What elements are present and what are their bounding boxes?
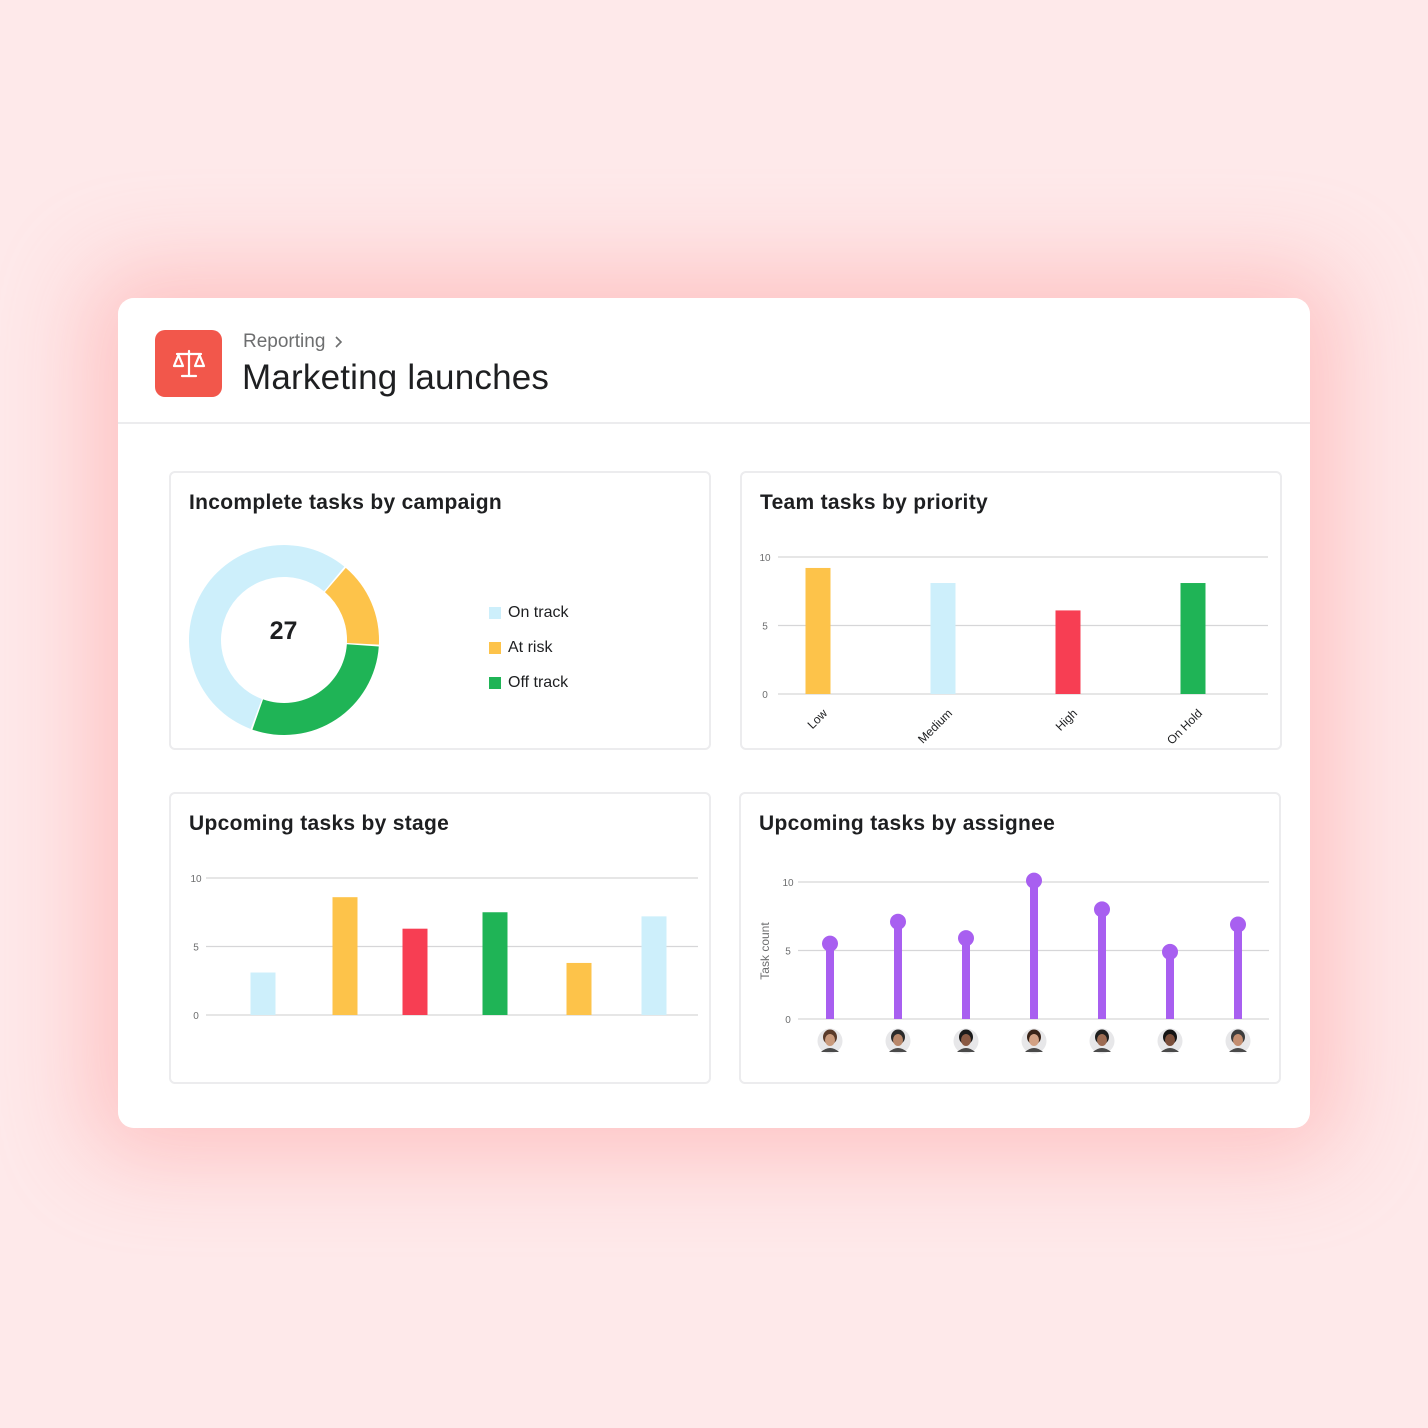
assignee-avatar[interactable] — [1157, 1028, 1183, 1054]
y-tick-label: 5 — [762, 622, 768, 633]
donut-slice-at-risk — [324, 567, 379, 645]
bar — [641, 916, 667, 1015]
page-title: Marketing launches — [242, 358, 550, 397]
donut-slice-off-track — [252, 644, 379, 735]
avatar-shoulders — [1161, 1048, 1179, 1052]
lollipop-dot — [1230, 916, 1246, 933]
bar — [805, 567, 831, 694]
assignee-avatar[interactable] — [885, 1028, 911, 1054]
page-header: Reporting Marketing launches — [118, 298, 1310, 424]
legend-label: At risk — [508, 638, 553, 656]
avatar-face — [1029, 1034, 1039, 1046]
donut-chart — [189, 545, 379, 735]
x-category-label: Medium — [915, 706, 955, 746]
assignee-avatar[interactable] — [953, 1028, 979, 1054]
legend-label: On track — [508, 603, 569, 621]
legend-item-on-track: On track — [489, 595, 568, 630]
y-tick-label: 5 — [193, 943, 199, 954]
lollipop-stem — [1234, 924, 1242, 1019]
assignee-avatar[interactable] — [817, 1028, 843, 1054]
lollipop-dot — [1162, 943, 1178, 960]
avatar-face — [893, 1034, 903, 1046]
avatar-shoulders — [889, 1048, 907, 1052]
assignee-avatar[interactable] — [1089, 1028, 1115, 1054]
y-tick-label: 10 — [190, 874, 202, 885]
bar — [332, 897, 358, 1015]
donut-slice-on-track — [189, 545, 345, 729]
avatar-shoulders — [1229, 1048, 1247, 1052]
x-category-label: Low — [805, 706, 831, 732]
upcoming-tasks-by-assignee-card[interactable]: Upcoming tasks by assignee 0 5 10 Task coun… — [739, 792, 1281, 1084]
lollipop-stem — [1030, 880, 1038, 1019]
card-title: Upcoming tasks by stage — [189, 812, 450, 835]
bar — [566, 962, 592, 1015]
priority-bar-chart: 0 5 10 Low Medium High On Hold — [759, 553, 1268, 747]
stage-bar-chart: 0 5 10 — [190, 874, 698, 1022]
chevron-right-icon — [333, 335, 343, 349]
lollipop-dot — [822, 935, 838, 952]
lollipop-stem — [1098, 909, 1106, 1019]
y-tick-label: 10 — [782, 878, 794, 889]
upcoming-tasks-by-stage-card[interactable]: Upcoming tasks by stage 0 5 10 — [169, 792, 711, 1084]
bar — [1180, 583, 1206, 694]
avatar-face — [1097, 1034, 1107, 1046]
team-tasks-by-priority-card[interactable]: Team tasks by priority 0 5 10 Low Medium High… — [740, 471, 1282, 750]
avatar-face — [1233, 1034, 1243, 1046]
lollipop-dot — [1094, 901, 1110, 918]
legend-swatch — [489, 676, 501, 689]
y-tick-label: 0 — [762, 690, 768, 701]
avatar-face — [825, 1034, 835, 1046]
bar — [930, 583, 956, 694]
assignee-avatar[interactable] — [1225, 1028, 1251, 1054]
avatar-shoulders — [957, 1048, 975, 1052]
bar — [250, 972, 276, 1015]
assignee-avatar[interactable] — [1021, 1028, 1047, 1054]
lollipop-dot — [890, 913, 906, 930]
scales-icon[interactable] — [155, 330, 222, 397]
card-title: Upcoming tasks by assignee — [759, 812, 1056, 835]
x-category-label: High — [1053, 706, 1080, 733]
lollipop-dot — [1026, 872, 1042, 889]
donut-total: 27 — [269, 617, 298, 645]
lollipop-stem — [1166, 951, 1174, 1019]
legend-swatch — [489, 641, 501, 654]
avatar-shoulders — [821, 1048, 839, 1052]
avatar-shoulders — [1093, 1048, 1111, 1052]
report-window: Reporting Marketing launches Incomplete … — [118, 298, 1310, 1128]
breadcrumb[interactable]: Reporting — [243, 331, 343, 353]
legend-item-off-track: Off track — [489, 665, 568, 700]
legend-item-at-risk: At risk — [489, 630, 568, 665]
avatar-face — [1165, 1034, 1175, 1046]
lollipop-dot — [958, 930, 974, 947]
avatar-shoulders — [1025, 1048, 1043, 1052]
assignee-lollipop-chart: 0 5 10 Task count — [758, 872, 1269, 1054]
legend-swatch — [489, 606, 501, 619]
avatar-face — [961, 1034, 971, 1046]
legend-label: Off track — [508, 673, 569, 691]
lollipop-stem — [962, 938, 970, 1019]
y-tick-label: 0 — [193, 1011, 199, 1022]
bar — [402, 928, 428, 1015]
incomplete-tasks-by-campaign-card[interactable]: Incomplete tasks by campaign 27 On track… — [169, 471, 711, 750]
lollipop-stem — [826, 943, 834, 1019]
bar — [482, 912, 508, 1015]
y-axis-label: Task count — [758, 922, 772, 980]
bar — [1055, 610, 1081, 694]
breadcrumb-reporting-link[interactable]: Reporting — [243, 331, 326, 352]
lollipop-stem — [894, 921, 902, 1019]
card-title: Incomplete tasks by campaign — [189, 491, 503, 514]
y-tick-label: 0 — [785, 1015, 791, 1026]
y-tick-label: 5 — [785, 947, 791, 958]
chart-legend: On track At risk Off track — [489, 595, 568, 700]
card-title: Team tasks by priority — [760, 491, 988, 514]
x-category-label: On Hold — [1164, 706, 1205, 747]
y-tick-label: 10 — [759, 553, 771, 564]
